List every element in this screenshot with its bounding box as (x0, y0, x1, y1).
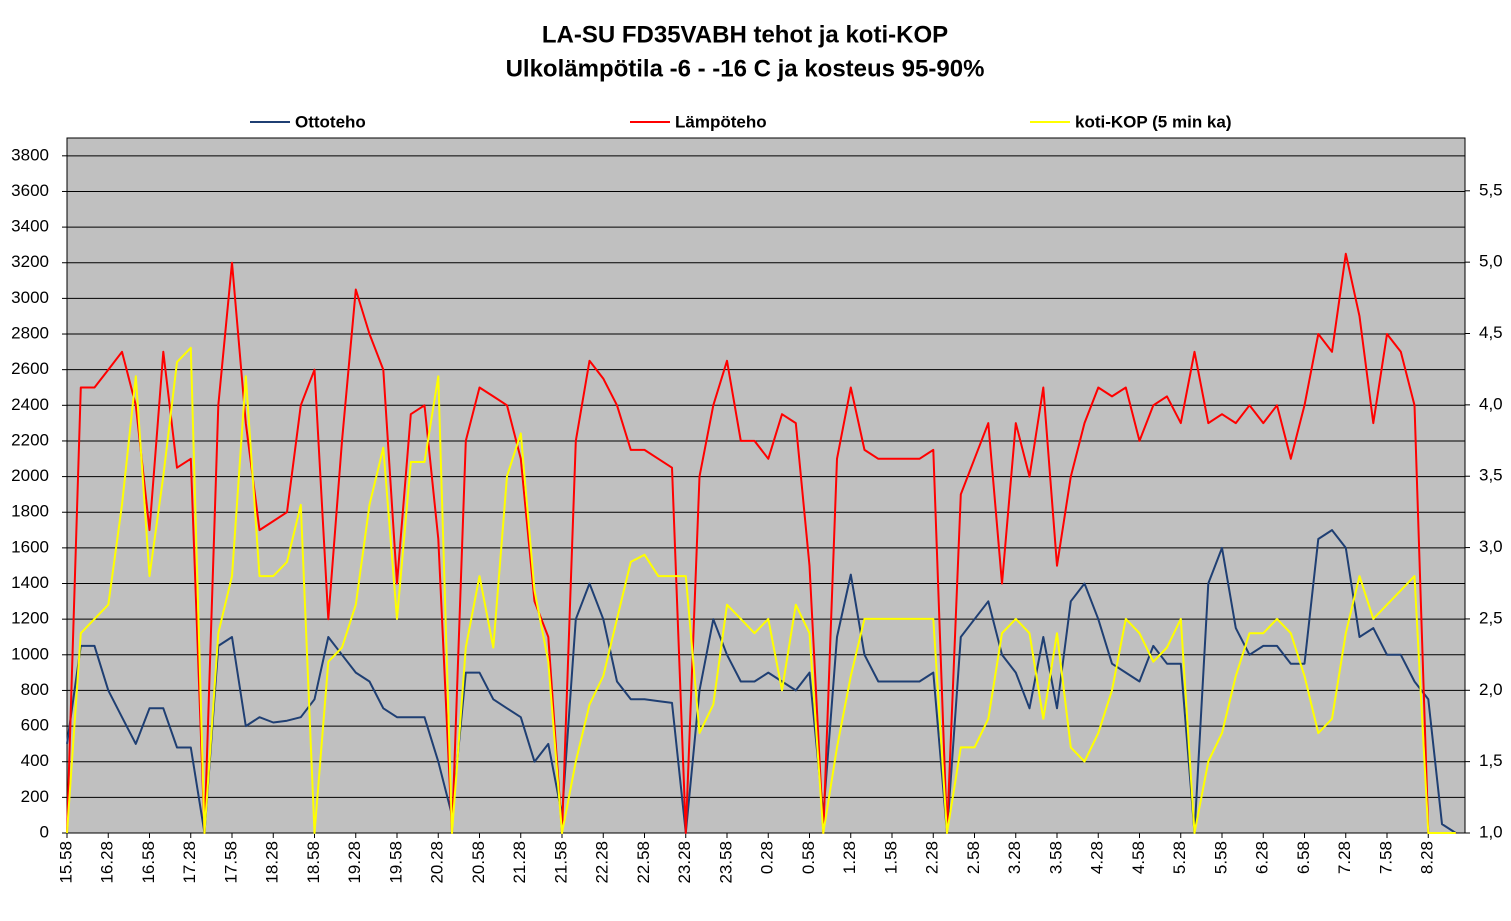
y-tick-label: 400 (21, 751, 49, 770)
chart-subtitle: Ulkolämpötila -6 - -16 C ja kosteus 95-9… (506, 55, 985, 82)
y2-tick-label: 4,0 (1479, 394, 1503, 413)
y2-tick-label: 2,5 (1479, 608, 1503, 627)
x-tick-label: 3.58 (1046, 841, 1065, 874)
y-tick-label: 3800 (11, 145, 49, 164)
x-tick-label: 17.28 (180, 841, 199, 884)
x-tick-label: 0.58 (799, 841, 818, 874)
x-tick-label: 16.28 (98, 841, 117, 884)
y2-tick-label: 5,0 (1479, 252, 1503, 271)
x-tick-label: 7.58 (1376, 841, 1395, 874)
y2-tick-label: 1,0 (1479, 822, 1503, 841)
x-tick-label: 8.28 (1418, 841, 1437, 874)
x-tick-label: 20.28 (428, 841, 447, 884)
y-tick-label: 2000 (11, 466, 49, 485)
x-tick-label: 4.28 (1088, 841, 1107, 874)
x-tick-label: 22.28 (593, 841, 612, 884)
x-tick-label: 0.28 (758, 841, 777, 874)
x-tick-label: 22.58 (634, 841, 653, 884)
x-tick-label: 17.58 (221, 841, 240, 884)
series-line (66, 529, 1457, 834)
y-tick-label: 600 (21, 716, 49, 735)
x-tick-label: 2.58 (964, 841, 983, 874)
legend-label: Ottoteho (295, 112, 366, 131)
x-tick-label: 15.58 (56, 841, 75, 884)
y-tick-label: 3600 (11, 181, 49, 200)
x-tick-label: 3.28 (1005, 841, 1024, 874)
y2-tick-label: 4,5 (1479, 323, 1503, 342)
y-tick-label: 2200 (11, 430, 49, 449)
x-tick-label: 2.28 (923, 841, 942, 874)
y2-tick-label: 1,5 (1479, 751, 1503, 770)
y-tick-label: 200 (21, 787, 49, 806)
y-tick-label: 3000 (11, 288, 49, 307)
chart-title: LA-SU FD35VABH tehot ja koti-KOP (542, 21, 948, 48)
y2-tick-label: 3,0 (1479, 537, 1503, 556)
y2-tick-label: 3,5 (1479, 466, 1503, 485)
y-tick-label: 1200 (11, 609, 49, 628)
plot-area (66, 137, 1466, 834)
y-tick-label: 3400 (11, 217, 49, 236)
x-tick-label: 19.58 (386, 841, 405, 884)
x-tick-label: 20.58 (469, 841, 488, 884)
y-tick-label: 2800 (11, 324, 49, 343)
x-tick-label: 18.58 (304, 841, 323, 884)
x-tick-label: 23.28 (675, 841, 694, 884)
y-tick-label: 0 (40, 822, 49, 841)
legend-label: Lämpöteho (675, 112, 767, 131)
x-tick-label: 7.28 (1335, 841, 1354, 874)
x-tick-label: 5.58 (1211, 841, 1230, 874)
y-tick-label: 1400 (11, 573, 49, 592)
series-line (66, 346, 1456, 834)
x-tick-label: 18.28 (263, 841, 282, 884)
series-line (66, 252, 1456, 834)
x-tick-label: 21.58 (551, 841, 570, 884)
x-tick-label: 6.28 (1253, 841, 1272, 874)
x-tick-label: 5.28 (1170, 841, 1189, 874)
y2-tick-label: 5,5 (1479, 180, 1503, 199)
x-tick-label: 4.58 (1129, 841, 1148, 874)
x-tick-label: 21.28 (510, 841, 529, 884)
x-tick-label: 23.58 (716, 841, 735, 884)
y-tick-label: 2600 (11, 359, 49, 378)
y-tick-label: 1600 (11, 537, 49, 556)
x-tick-label: 19.28 (345, 841, 364, 884)
y2-tick-label: 2,0 (1479, 680, 1503, 699)
y-tick-label: 800 (21, 680, 49, 699)
y-tick-label: 1000 (11, 644, 49, 663)
x-tick-label: 1.58 (881, 841, 900, 874)
y-tick-label: 1800 (11, 502, 49, 521)
legend-label: koti-KOP (5 min ka) (1075, 112, 1232, 131)
x-tick-label: 6.58 (1294, 841, 1313, 874)
x-tick-label: 1.28 (840, 841, 859, 874)
y-tick-label: 3200 (11, 252, 49, 271)
x-tick-label: 16.58 (139, 841, 158, 884)
y-tick-label: 2400 (11, 395, 49, 414)
